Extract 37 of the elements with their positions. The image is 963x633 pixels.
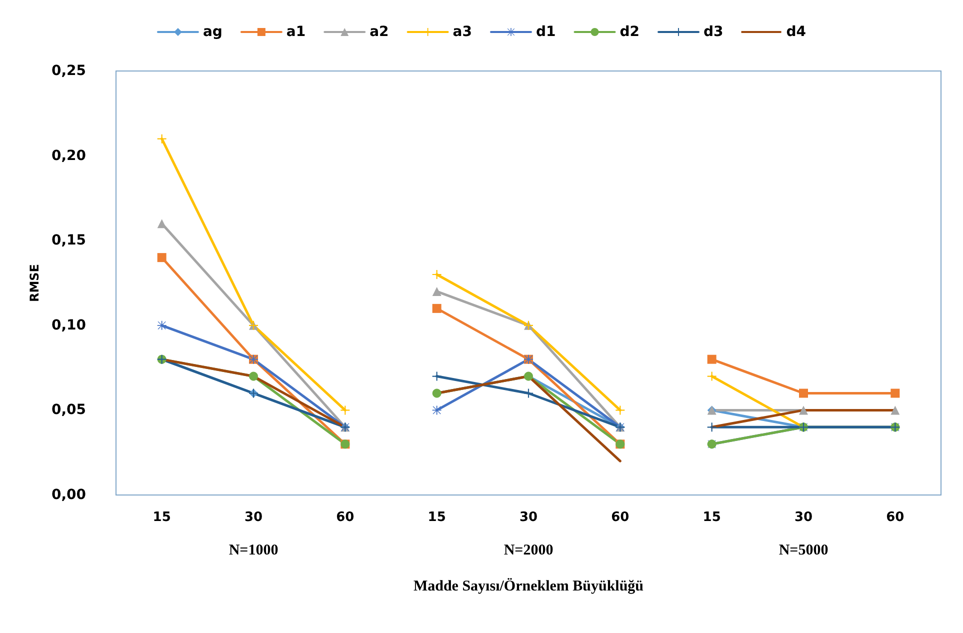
legend-label: d4: [786, 24, 806, 40]
point: [249, 372, 258, 381]
point: [707, 354, 716, 364]
x-axis-title: Madde Sayısı/Örneklem Büyüklüğü: [413, 578, 644, 594]
point: [890, 388, 900, 398]
y-tick-label: 0,25: [51, 63, 86, 79]
legend-label: d2: [620, 24, 640, 40]
legend-label: a3: [452, 24, 472, 40]
legend-label: a2: [370, 24, 389, 40]
x-tick-label: 15: [152, 510, 171, 525]
point: [157, 320, 166, 330]
y-tick-label: 0,15: [51, 232, 86, 249]
x-tick-label: 60: [886, 510, 904, 525]
text: N=2000: [504, 542, 554, 558]
legend-label: ag: [202, 24, 222, 40]
y-tick-label: 0,10: [51, 317, 86, 334]
point: [799, 388, 808, 398]
point: [707, 372, 716, 381]
y-tick-label: 0,05: [51, 402, 86, 418]
legend-label: d3: [704, 24, 724, 40]
legend-label: a1: [286, 24, 306, 40]
x-tick-label: 15: [702, 510, 721, 525]
legend-label: d1: [536, 24, 556, 40]
text: N=5000: [778, 542, 828, 558]
y-axis-title: RMSE: [28, 264, 42, 302]
x-tick-label: 15: [428, 510, 446, 525]
y-tick-label: 0,20: [51, 148, 86, 164]
x-tick-label: 30: [519, 510, 538, 525]
point: [890, 406, 900, 415]
x-tick-label: 60: [611, 510, 630, 525]
y-tick-label: 0,00: [51, 487, 86, 503]
point: [157, 253, 166, 262]
text: N=1000: [228, 542, 278, 558]
x-tick-label: 30: [244, 510, 263, 525]
x-tick-label: 30: [794, 510, 813, 525]
point: [799, 406, 808, 415]
x-tick-label: 60: [336, 510, 354, 525]
